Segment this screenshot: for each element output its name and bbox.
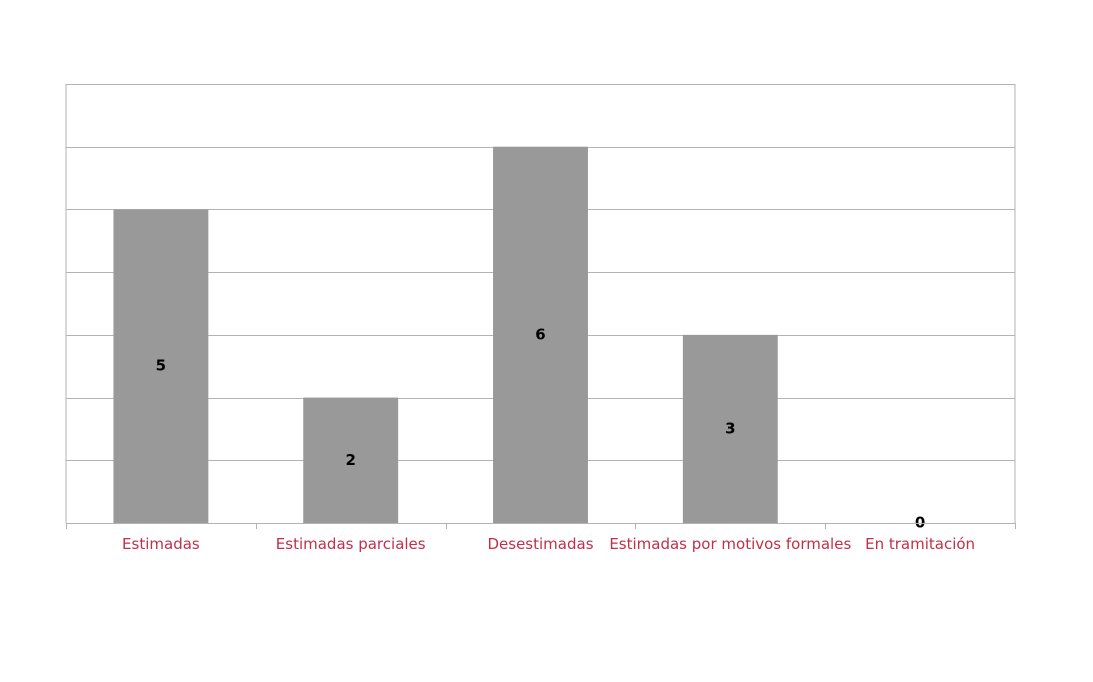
- data-labels: 5 2 6 3 0: [156, 325, 926, 531]
- category-label: En tramitación: [865, 535, 975, 553]
- data-label: 6: [535, 325, 545, 343]
- bar: [113, 209, 209, 523]
- data-label: 0: [915, 514, 925, 532]
- data-label: 3: [725, 419, 735, 437]
- data-label: 5: [156, 357, 166, 375]
- category-label: Estimadas parciales: [276, 535, 426, 553]
- bars: [113, 146, 778, 523]
- data-label: 2: [345, 451, 355, 469]
- bar: [493, 146, 588, 523]
- x-axis: Estimadas Estimadas parciales Desestimadas…: [66, 523, 1016, 553]
- bar: [682, 334, 778, 523]
- category-label: Estimadas por motivos formales: [609, 535, 851, 553]
- category-label: Estimadas: [122, 535, 200, 553]
- category-label: Desestimadas: [487, 535, 593, 553]
- bar: [303, 397, 399, 523]
